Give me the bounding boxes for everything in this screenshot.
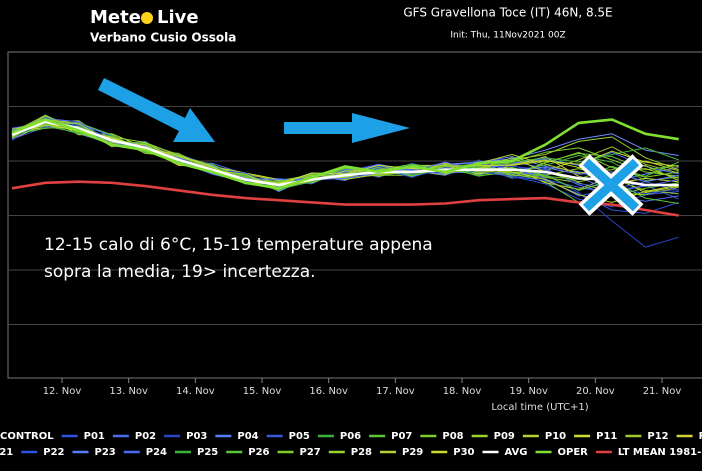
x-tick-label: 14. Nov (176, 386, 215, 397)
x-tick-label: 19. Nov (509, 386, 548, 397)
legend-label: LT MEAN 1981-2010 (618, 447, 702, 458)
legend-label: P27 (300, 447, 321, 458)
series-lines (11, 114, 679, 248)
x-tick-label: 17. Nov (376, 386, 415, 397)
x-axis: 12. Nov 13. Nov 14. Nov 15. Nov 16. Nov 17. N… (43, 378, 682, 397)
series-line (11, 180, 679, 217)
legend-label: P22 (43, 447, 64, 458)
legend-label: CONTROL (0, 431, 54, 442)
legend-label: P26 (248, 447, 269, 458)
legend-label: P30 (453, 447, 474, 458)
x-tick-label: 12. Nov (43, 386, 82, 397)
annotation: sopra la media, 19> incertezza. (44, 262, 316, 282)
legend-label: P06 (340, 431, 361, 442)
legend-label: P28 (351, 447, 372, 458)
legend-label: P13 (699, 431, 702, 442)
x-tick-label: 18. Nov (443, 386, 482, 397)
chart-title: GFS Gravellona Toce (IT) 46N, 8.5E (403, 6, 612, 20)
logo-sun (141, 12, 153, 24)
legend-label: P07 (391, 431, 412, 442)
legend-label: P12 (647, 431, 668, 442)
x-tick-label: 20. Nov (576, 386, 615, 397)
legend: CONTROL P01 P02 P03 P04 P05 P06 P07 P08 P09 P10 P11… (0, 431, 702, 458)
legend-label: P09 (494, 431, 515, 442)
legend-label: P21 (0, 447, 13, 458)
series-line (11, 118, 679, 190)
logo-text: Live (157, 7, 199, 28)
logo-text: Mete (90, 7, 141, 28)
x-tick-label: 15. Nov (243, 386, 282, 397)
legend-label: P25 (197, 447, 218, 458)
legend-label: P01 (84, 431, 105, 442)
legend-label: P11 (596, 431, 617, 442)
x-axis-label: Local time (UTC+1) (491, 402, 588, 413)
cross-shape (582, 158, 640, 212)
legend-label: P10 (545, 431, 566, 442)
legend-label: P29 (402, 447, 423, 458)
cross (578, 154, 644, 216)
legend-label: P24 (146, 447, 167, 458)
legend-label: P05 (289, 431, 310, 442)
legend-label: OPER (558, 447, 589, 458)
legend-label: P23 (95, 447, 116, 458)
legend-label: P03 (186, 431, 207, 442)
region: Verbano Cusio Ossola (90, 31, 236, 45)
chart-subtitle: Init: Thu, 11Nov2021 00Z (450, 31, 565, 41)
legend-label: P08 (442, 431, 463, 442)
series-line (11, 120, 679, 187)
x-tick-label: 21. Nov (643, 386, 682, 397)
legend-label: P02 (135, 431, 156, 442)
legend-label: P04 (237, 431, 258, 442)
arrow (98, 78, 410, 143)
arrow-shape (284, 113, 410, 143)
x-tick-label: 16. Nov (309, 386, 348, 397)
arrow-shape (98, 78, 215, 142)
annotation: 12-15 calo di 6°C, 15-19 temperature app… (44, 235, 433, 255)
logo: Mete Live Verbano Cusio Ossola (90, 7, 236, 45)
legend-label: AVG (505, 447, 528, 458)
x-tick-label: 13. Nov (109, 386, 148, 397)
